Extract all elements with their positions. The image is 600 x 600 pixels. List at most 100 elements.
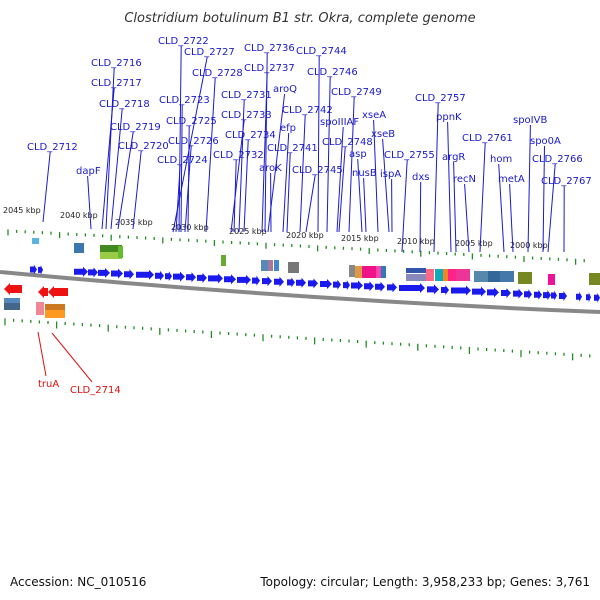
feature-block[interactable] xyxy=(488,271,500,282)
forward-gene-arrow[interactable] xyxy=(111,268,123,279)
feature-block[interactable] xyxy=(381,266,386,278)
feature-block[interactable] xyxy=(406,268,426,273)
gene-label-cld_2767[interactable]: CLD_2767 xyxy=(541,176,592,187)
forward-gene-arrow[interactable] xyxy=(501,288,511,299)
gene-label-spoiiiaf[interactable]: spoIIIAF xyxy=(320,117,359,128)
feature-block[interactable] xyxy=(474,271,488,282)
feature-block[interactable] xyxy=(435,269,443,281)
gene-label-spo0a[interactable]: spo0A xyxy=(530,136,561,147)
reverse-gene-arrow[interactable] xyxy=(4,283,22,295)
gene-label-cld_2712[interactable]: CLD_2712 xyxy=(27,142,78,153)
gene-label-hom[interactable]: hom xyxy=(490,154,512,165)
feature-block[interactable] xyxy=(362,266,376,278)
feature-block[interactable] xyxy=(74,243,84,253)
forward-gene-arrow[interactable] xyxy=(559,290,567,301)
forward-gene-arrow[interactable] xyxy=(441,285,449,296)
gene-label-nusb[interactable]: nusB xyxy=(352,168,377,179)
gene-label-cld_2728[interactable]: CLD_2728 xyxy=(192,68,243,79)
feature-block[interactable] xyxy=(589,273,600,285)
gene-label-cld_2716[interactable]: CLD_2716 xyxy=(91,58,142,69)
gene-label-arok[interactable]: aroK xyxy=(259,163,282,174)
forward-gene-arrow[interactable] xyxy=(88,267,98,278)
gene-label-cld_2714[interactable]: CLD_2714 xyxy=(70,385,121,396)
forward-gene-arrow[interactable] xyxy=(208,273,223,284)
reverse-feature-block[interactable] xyxy=(4,298,20,303)
forward-gene-arrow[interactable] xyxy=(165,271,172,282)
forward-gene-arrow[interactable] xyxy=(186,272,196,283)
forward-gene-arrow[interactable] xyxy=(594,292,600,303)
reverse-feature-block[interactable] xyxy=(4,303,20,310)
forward-gene-arrow[interactable] xyxy=(534,289,542,300)
forward-gene-arrow[interactable] xyxy=(387,282,397,293)
gene-label-asp[interactable]: asp xyxy=(349,149,367,160)
gene-label-cld_2746[interactable]: CLD_2746 xyxy=(307,67,358,78)
forward-gene-arrow[interactable] xyxy=(543,290,551,301)
feature-block[interactable] xyxy=(355,266,362,278)
gene-label-cld_2726[interactable]: CLD_2726 xyxy=(168,136,219,147)
forward-gene-arrow[interactable] xyxy=(296,277,306,288)
gene-label-cld_2722[interactable]: CLD_2722 xyxy=(158,36,209,47)
forward-gene-arrow[interactable] xyxy=(364,281,374,292)
feature-block[interactable] xyxy=(288,262,299,273)
gene-label-cld_2736[interactable]: CLD_2736 xyxy=(244,43,295,54)
gene-label-xsea[interactable]: xseA xyxy=(362,110,386,121)
forward-gene-arrow[interactable] xyxy=(287,277,295,288)
gene-label-cld_2719[interactable]: CLD_2719 xyxy=(110,122,161,133)
gene-label-cld_2749[interactable]: CLD_2749 xyxy=(331,87,382,98)
forward-gene-arrow[interactable] xyxy=(343,280,350,291)
feature-block[interactable] xyxy=(448,269,456,281)
forward-gene-arrow[interactable] xyxy=(124,269,134,280)
forward-gene-arrow[interactable] xyxy=(513,288,523,299)
gene-label-ppnk[interactable]: ppnK xyxy=(436,112,462,123)
feature-block[interactable] xyxy=(100,252,122,259)
feature-block[interactable] xyxy=(548,274,555,285)
forward-gene-arrow[interactable] xyxy=(351,280,363,291)
feature-block[interactable] xyxy=(349,265,355,277)
reverse-feature-block[interactable] xyxy=(36,302,44,315)
forward-gene-arrow[interactable] xyxy=(333,279,341,290)
gene-label-cld_2766[interactable]: CLD_2766 xyxy=(532,154,583,165)
forward-gene-arrow[interactable] xyxy=(38,264,43,275)
feature-block[interactable] xyxy=(100,245,122,252)
feature-block[interactable] xyxy=(268,260,273,271)
gene-label-cld_2741[interactable]: CLD_2741 xyxy=(267,143,318,154)
forward-gene-arrow[interactable] xyxy=(98,267,110,278)
feature-block[interactable] xyxy=(456,269,470,281)
gene-label-trua[interactable]: truA xyxy=(38,379,59,390)
gene-label-cld_2725[interactable]: CLD_2725 xyxy=(166,116,217,127)
reverse-gene-arrow[interactable] xyxy=(38,286,48,298)
gene-label-cld_2745[interactable]: CLD_2745 xyxy=(292,165,343,176)
gene-label-meta[interactable]: metA xyxy=(498,174,525,185)
feature-block[interactable] xyxy=(221,255,226,266)
feature-block[interactable] xyxy=(376,266,382,278)
gene-label-cld_2720[interactable]: CLD_2720 xyxy=(118,141,169,152)
reverse-feature-block[interactable] xyxy=(45,310,65,318)
forward-gene-arrow[interactable] xyxy=(487,287,499,298)
forward-gene-arrow[interactable] xyxy=(320,279,332,289)
gene-label-cld_2737[interactable]: CLD_2737 xyxy=(244,63,295,74)
feature-block[interactable] xyxy=(274,260,279,271)
gene-label-cld_2724[interactable]: CLD_2724 xyxy=(157,155,208,166)
gene-label-efp[interactable]: efp xyxy=(280,123,296,134)
forward-gene-arrow[interactable] xyxy=(308,278,318,289)
gene-label-cld_2723[interactable]: CLD_2723 xyxy=(159,95,210,106)
gene-label-cld_2727[interactable]: CLD_2727 xyxy=(184,47,235,58)
gene-label-cld_2748[interactable]: CLD_2748 xyxy=(322,137,373,148)
forward-gene-arrow[interactable] xyxy=(262,276,272,287)
gene-label-cld_2731[interactable]: CLD_2731 xyxy=(221,90,272,101)
forward-gene-arrow[interactable] xyxy=(30,264,37,275)
gene-label-recn[interactable]: recN xyxy=(453,174,476,185)
forward-gene-arrow[interactable] xyxy=(237,274,251,285)
gene-label-dxs[interactable]: dxs xyxy=(412,172,429,183)
feature-block[interactable] xyxy=(118,246,123,258)
forward-gene-arrow[interactable] xyxy=(274,276,284,287)
gene-label-cld_2742[interactable]: CLD_2742 xyxy=(282,105,333,116)
forward-gene-arrow[interactable] xyxy=(399,282,425,293)
gene-label-cld_2733[interactable]: CLD_2733 xyxy=(221,110,272,121)
gene-label-cld_2744[interactable]: CLD_2744 xyxy=(296,46,347,57)
forward-gene-arrow[interactable] xyxy=(586,292,591,303)
gene-label-dapf[interactable]: dapF xyxy=(76,166,101,177)
feature-block[interactable] xyxy=(443,269,448,281)
gene-label-cld_2761[interactable]: CLD_2761 xyxy=(462,133,513,144)
